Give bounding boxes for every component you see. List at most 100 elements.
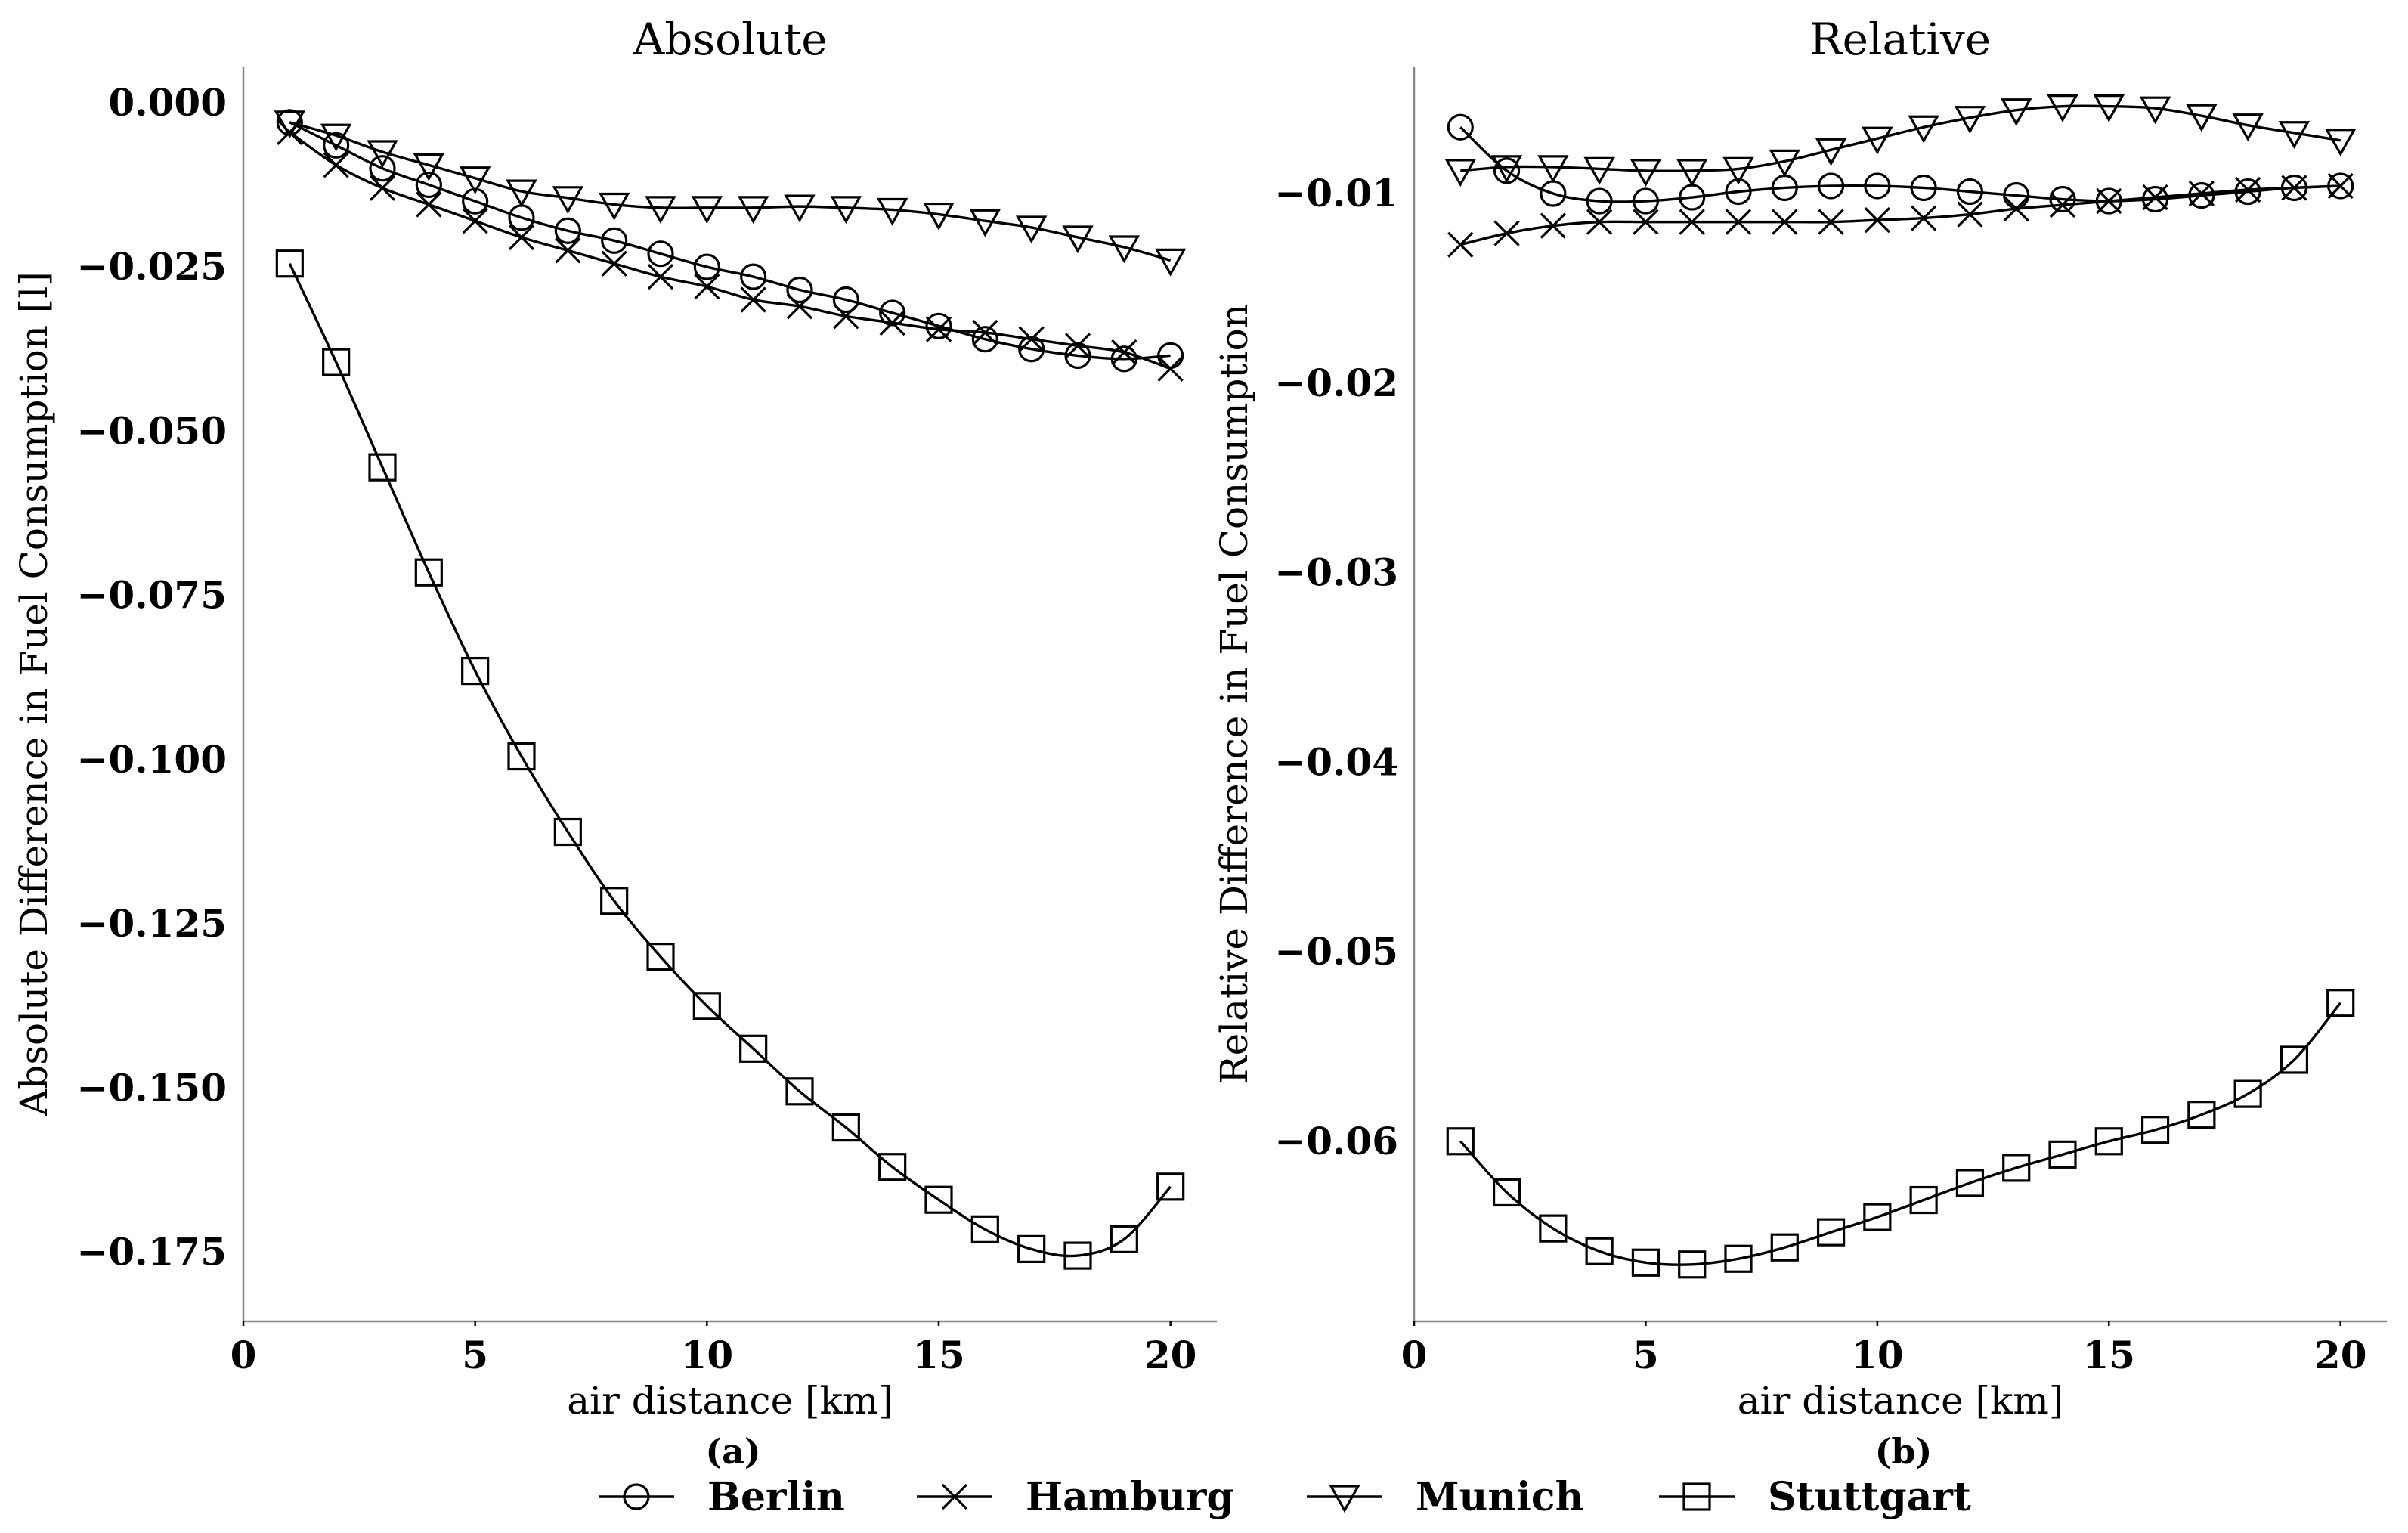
chart-title: Relative [1809, 14, 1991, 65]
data-point-stuttgart [1816, 1218, 1846, 1247]
y-tick-label: −0.175 [77, 1230, 227, 1274]
data-point-munich [1490, 155, 1523, 184]
data-point-stuttgart [1631, 1248, 1661, 1277]
data-point-hamburg [2142, 184, 2168, 211]
data-point-berlin [2049, 185, 2076, 213]
data-point-munich [1676, 159, 1708, 187]
data-point-munich [1862, 126, 1893, 155]
data-point-stuttgart [1063, 1241, 1092, 1270]
series-hamburg [277, 119, 1184, 382]
y-tick-label: −0.06 [1274, 1119, 1398, 1163]
data-point-stuttgart [1955, 1169, 1985, 1197]
data-point-munich [876, 197, 908, 226]
data-point-hamburg [1586, 209, 1613, 235]
data-point-munich [2278, 121, 2311, 150]
data-point-stuttgart [1863, 1203, 1892, 1231]
data-point-munich [598, 192, 630, 221]
x-tick-label: 15 [2082, 1333, 2135, 1377]
data-point-hamburg [555, 237, 581, 264]
data-point-hamburg [694, 274, 720, 300]
series-line-munich [1460, 104, 2341, 172]
data-point-munich [1769, 149, 1801, 178]
subfigure-label: (b) [1875, 1431, 1933, 1472]
data-point-berlin [1817, 172, 1845, 200]
data-point-munich [2232, 113, 2264, 141]
legend-marker-hamburg [941, 1483, 968, 1510]
data-point-berlin [601, 227, 628, 254]
data-point-hamburg [647, 263, 674, 290]
data-point-hamburg [2049, 191, 2076, 218]
legend-label: Hamburg [1026, 1474, 1234, 1520]
x-tick-label: 0 [1401, 1333, 1428, 1377]
data-point-berlin [1956, 178, 1984, 206]
data-point-stuttgart [1724, 1244, 1753, 1273]
data-point-berlin [971, 326, 998, 353]
data-point-hamburg [1679, 209, 1705, 235]
data-point-berlin [1586, 187, 1613, 215]
series-munich [274, 110, 1187, 277]
data-point-berlin [925, 312, 952, 339]
legend-item-hamburg: Hamburg [917, 1474, 1234, 1520]
data-point-stuttgart [2002, 1154, 2031, 1182]
y-tick-label: −0.025 [77, 244, 227, 289]
data-point-munich [552, 186, 584, 215]
legend-marker-munich [1329, 1485, 1360, 1513]
data-point-hamburg [1540, 212, 1566, 239]
legend-marker-stuttgart [1682, 1482, 1711, 1511]
data-point-stuttgart [970, 1215, 999, 1243]
data-point-stuttgart [646, 943, 675, 971]
series-line-berlin [289, 121, 1171, 361]
data-point-stuttgart [507, 742, 536, 771]
data-point-stuttgart [878, 1153, 907, 1181]
data-point-hamburg [1911, 205, 1937, 231]
data-point-munich [1015, 215, 1048, 244]
data-point-munich [1154, 248, 1187, 277]
data-point-munich [1815, 138, 1847, 166]
x-axis-label: air distance [km] [567, 1379, 893, 1423]
data-point-stuttgart [600, 887, 629, 915]
panel-absolute: Absolute 0 5 10 15 20 0.000 −0.025 −0.050 −0.075 −… [12, 14, 1217, 1472]
series-line-hamburg [1459, 184, 2341, 246]
data-point-hamburg [879, 309, 905, 336]
data-point-berlin [879, 299, 906, 327]
data-point-hamburg [1493, 220, 1520, 246]
data-point-hamburg [833, 303, 859, 330]
data-point-stuttgart [322, 348, 351, 376]
data-point-berlin [1110, 345, 1137, 373]
data-point-munich [1108, 235, 1141, 264]
y-tick-label: 0.000 [108, 80, 227, 125]
x-tick-label: 0 [231, 1333, 257, 1377]
data-point-hamburg [1725, 209, 1752, 235]
data-point-munich [2047, 94, 2078, 122]
data-point-berlin [462, 187, 489, 215]
y-tick-label: −0.100 [77, 737, 227, 782]
series-line-munich [289, 121, 1172, 262]
data-point-stuttgart [368, 453, 397, 482]
data-point-hamburg [508, 224, 535, 251]
y-tick-label: −0.01 [1274, 171, 1398, 215]
data-point-stuttgart [2326, 989, 2355, 1017]
x-tick-label: 5 [1633, 1333, 1659, 1377]
data-point-munich [1062, 225, 1094, 254]
legend-label: Stuttgart [1768, 1474, 1971, 1520]
data-point-stuttgart [831, 1113, 860, 1142]
data-point-munich [2093, 94, 2125, 122]
data-point-stuttgart [1539, 1214, 1568, 1243]
data-point-stuttgart [553, 817, 582, 847]
series-line-stuttgart [288, 263, 1172, 1258]
y-axis-label: Absolute Difference in Fuel Consumption … [12, 271, 56, 1117]
data-point-hamburg [416, 191, 442, 218]
legend-label: Berlin [707, 1474, 845, 1520]
x-tick-label: 20 [2314, 1333, 2367, 1377]
data-point-hamburg [2188, 180, 2215, 207]
data-point-hamburg [1018, 326, 1045, 352]
data-point-hamburg [1772, 209, 1798, 235]
subfigure-label: (a) [705, 1431, 760, 1472]
x-tick-label: 10 [1851, 1333, 1904, 1377]
data-point-stuttgart [2094, 1127, 2123, 1156]
y-tick-label: −0.075 [77, 573, 227, 618]
data-point-hamburg [1633, 209, 1659, 235]
data-point-munich [1630, 159, 1662, 187]
data-point-hamburg [601, 250, 627, 277]
